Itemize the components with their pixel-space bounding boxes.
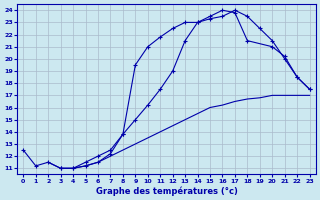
X-axis label: Graphe des températures (°c): Graphe des températures (°c) — [96, 186, 237, 196]
